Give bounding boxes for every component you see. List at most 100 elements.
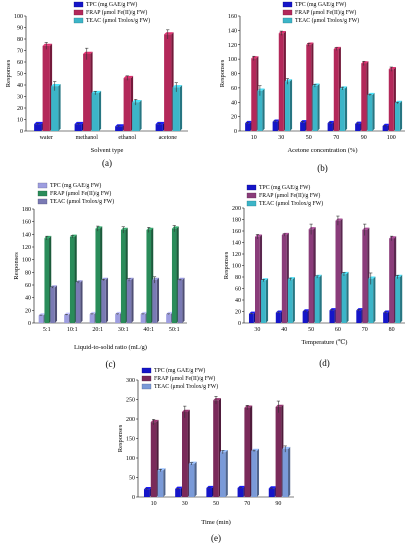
bar: [275, 406, 282, 497]
bar-top: [123, 75, 134, 79]
y-tick-label: 100: [126, 456, 135, 462]
bar-top: [213, 398, 222, 401]
bar: [146, 229, 152, 323]
bar-top: [146, 227, 154, 230]
legend-label: FRAP (μmol Fe(II)/g FW): [295, 9, 356, 16]
x-tick-label: 10: [251, 135, 257, 141]
x-tick-label: 30: [254, 327, 260, 333]
bar: [278, 33, 284, 131]
y-tick-label: 200: [232, 206, 241, 212]
legend-label: FRAP (μmol Fe(II)/g FW): [154, 375, 215, 382]
y-axis-title: Responses: [5, 59, 12, 87]
bar-top: [362, 227, 370, 230]
bar-side: [346, 271, 349, 323]
y-tick-label: 80: [235, 275, 241, 281]
bar: [69, 236, 75, 323]
bar: [140, 314, 146, 323]
y-tick-label: 20: [25, 308, 31, 314]
x-tick-label: 70: [244, 501, 250, 507]
bar: [356, 310, 362, 323]
y-tick-label: 50: [17, 72, 23, 78]
bar-top: [51, 83, 61, 87]
x-tick-label: 30:1: [118, 327, 129, 333]
bar-top: [83, 51, 93, 54]
bar-top: [42, 43, 53, 46]
bar: [188, 463, 195, 497]
legend-label: TPC (mg GAE/g FW): [86, 1, 137, 8]
bar: [341, 274, 347, 323]
legend-swatch: [246, 184, 257, 191]
bar: [213, 400, 219, 497]
y-tick-label: 50: [129, 476, 135, 482]
y-axis-title: Responses: [223, 251, 230, 279]
x-tick-label: water: [40, 135, 53, 141]
bar: [272, 121, 278, 131]
chart-panel-d: 0 20 40 60 80 100 120 140 160 180 200 Responses 30 40…: [223, 184, 405, 368]
bar: [95, 228, 101, 323]
bar-side: [292, 277, 295, 323]
bar: [177, 279, 183, 323]
bar-top: [335, 218, 343, 221]
y-tick-label: 140: [232, 241, 241, 247]
x-tick-label: 60: [335, 327, 341, 333]
bar: [42, 45, 50, 131]
bar-top: [152, 277, 160, 280]
legend-swatch: [282, 9, 293, 16]
legend-swatch: [37, 182, 48, 189]
panel-label: (d): [319, 358, 330, 368]
bar: [367, 95, 373, 131]
bar-side: [288, 446, 291, 497]
bar: [123, 78, 131, 131]
bar-top: [275, 404, 284, 407]
bar: [361, 63, 367, 131]
y-tick-label: 90: [17, 26, 23, 32]
legend-swatch: [246, 192, 257, 199]
legend-label: TEAC (μmol Trolox/g FW): [154, 383, 218, 390]
legend-swatch: [246, 200, 257, 207]
bar: [172, 87, 180, 131]
bar: [255, 236, 260, 323]
bar: [362, 229, 368, 323]
bar: [181, 411, 188, 497]
bar: [302, 311, 308, 323]
bar: [284, 81, 290, 131]
legend-swatch: [141, 383, 152, 390]
bar: [237, 488, 244, 497]
x-tick-label: 40: [281, 327, 287, 333]
x-tick-label: 70: [333, 135, 339, 141]
bar: [64, 314, 69, 323]
bar-top: [282, 446, 291, 450]
y-axis-title: Responses: [13, 252, 20, 280]
legend-label: TPC (mg GAE/g FW): [50, 182, 101, 189]
bar: [287, 279, 293, 323]
bar: [388, 69, 394, 131]
bar-side: [265, 278, 269, 323]
y-tick-label: 120: [228, 43, 237, 49]
bar: [157, 470, 164, 497]
x-tick-label: 30: [278, 135, 284, 141]
legend-swatch: [282, 17, 293, 24]
bar: [74, 124, 82, 131]
bar: [394, 102, 400, 131]
chart-panel-e: 0 50 100 150 200 250 300 Responses 10 30 50 70 90 Tim…: [117, 367, 294, 543]
y-tick-label: 140: [228, 28, 237, 34]
bar-top: [361, 61, 369, 64]
y-tick-label: 60: [235, 287, 241, 293]
x-tick-label: methanol: [76, 135, 99, 141]
bar-top: [389, 236, 397, 239]
bar-top: [171, 226, 179, 229]
chart-panel-b: 0 20 40 60 80 100 120 140 160 Responses 10 30 50 70 90…: [219, 1, 405, 173]
bar: [155, 124, 163, 131]
y-tick-label: 60: [231, 86, 237, 92]
bar: [383, 312, 388, 323]
bar-side: [182, 277, 185, 323]
x-tick-label: ethanol: [118, 135, 136, 141]
x-tick-label: 20:1: [92, 327, 103, 333]
legend-swatch: [141, 367, 152, 374]
bar: [44, 238, 50, 323]
bar-top: [132, 100, 142, 103]
bar: [355, 123, 361, 131]
legend-label: TEAC (μmol Trolox/g FW): [259, 200, 323, 207]
legend-swatch: [37, 190, 48, 197]
bar: [314, 277, 320, 323]
